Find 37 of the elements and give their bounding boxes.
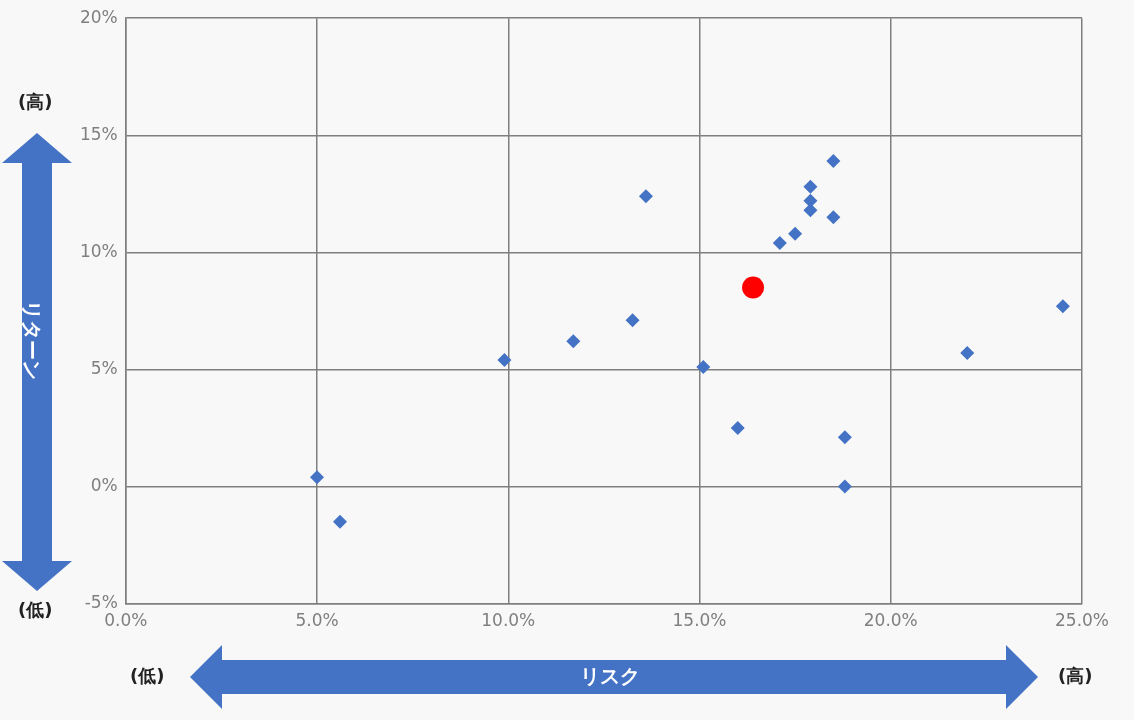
y-tick-label: 15%: [79, 123, 118, 144]
x-tick-label: 20.0%: [863, 610, 918, 631]
y-tick-label: 20%: [79, 6, 118, 27]
point: [310, 470, 325, 485]
y-tick-label: 10%: [79, 240, 118, 261]
point: [788, 226, 803, 241]
text: (低): [18, 598, 53, 622]
point: [826, 154, 841, 169]
point: [497, 353, 512, 368]
text: (高): [18, 90, 53, 114]
point: [730, 420, 745, 435]
point: [638, 189, 653, 204]
y-tick-label: 5%: [90, 357, 118, 378]
point: [803, 203, 818, 218]
x-axis-title: リスク: [580, 663, 640, 690]
point: [826, 210, 841, 225]
x-tick-label: 15.0%: [672, 610, 727, 631]
x-tick-label: 0.0%: [104, 610, 148, 631]
point: [772, 235, 787, 250]
text: (高): [1058, 664, 1093, 688]
y-tick-label: -5%: [84, 592, 118, 613]
point: [566, 334, 581, 349]
y-tick-label: 0%: [90, 474, 118, 495]
x-tick-label: 25.0%: [1054, 610, 1110, 631]
point: [1055, 299, 1070, 314]
point: [837, 430, 852, 445]
y-axis-title: リターン: [19, 300, 45, 380]
point: [625, 313, 640, 328]
point: [332, 514, 347, 529]
point: [837, 479, 852, 494]
point: [696, 360, 711, 375]
point: [960, 346, 975, 361]
x-tick-label: 5.0%: [295, 610, 339, 631]
text: (低): [130, 664, 165, 688]
x-tick-label: 10.0%: [481, 610, 536, 631]
point: [742, 276, 765, 299]
point: [803, 179, 818, 194]
